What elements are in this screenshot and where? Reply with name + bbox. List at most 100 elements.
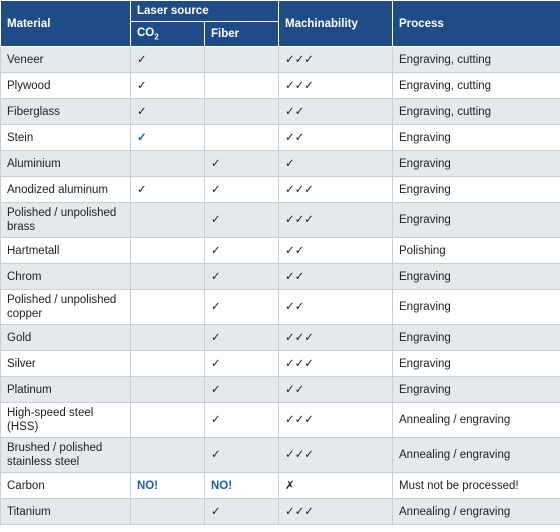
table-cell: ✓✓✓ [278,202,394,238]
table-cell: Polished / unpolished brass [0,202,131,238]
table-cell: Veneer [0,46,131,73]
table-cell: Brushed / polished stainless steel [0,437,131,473]
table-cell [203,98,280,125]
table-cell: ✓✓✓ [278,72,394,99]
table-row: Aluminium ✓ ✓ Engraving [0,150,560,177]
table-cell: ✓ [203,324,280,351]
table-row: Plywood ✓ ✓✓✓ Engraving, cutting [0,72,560,99]
table-cell: Polished / unpolished copper [0,289,131,325]
table-cell: Annealing / engraving [392,402,560,438]
table-cell: Silver [0,350,131,377]
table-cell: ✓ [130,46,205,73]
table-cell [130,324,205,351]
header-cell: Fiber [203,21,280,47]
table-cell: ✓✓✓ [278,350,394,377]
table-row: Platinum ✓ ✓✓ Engraving [0,376,560,403]
table-cell: Fiberglass [0,98,131,125]
table-cell: Engraving [392,150,560,177]
table-cell: Plywood [0,72,131,99]
table-cell: NO! [203,472,280,499]
header-subscript: 2 [154,32,159,42]
table-row: Hartmetall ✓ ✓✓ Polishing [0,237,560,264]
table-row: Brushed / polished stainless steel ✓ ✓✓✓ An… [0,437,560,473]
table-cell [130,237,205,264]
table-cell: ✓✓ [278,263,394,290]
table-row: Carbon NO! NO! ✗ Must not be processed! [0,472,560,499]
table-cell: Polishing [392,237,560,264]
table-cell: Engraving [392,124,560,151]
table-cell: Chrom [0,263,131,290]
table-row: Polished / unpolished copper ✓ ✓✓ Engraving [0,289,560,325]
table-cell: Engraving [392,289,560,325]
table-cell: ✓ [203,237,280,264]
table-cell: ✓✓ [278,98,394,125]
table-row: Chrom ✓ ✓✓ Engraving [0,263,560,290]
table-cell [203,124,280,151]
table-cell: ✓ [203,350,280,377]
table-cell: ✓ [278,150,394,177]
table-cell: ✓ [130,176,205,203]
table-cell: ✓ [203,498,280,525]
table-cell: ✓ [203,202,280,238]
header-text: CO [137,26,155,39]
table-cell: Must not be processed! [392,472,560,499]
table-cell: ✓ [203,402,280,438]
table-cell [130,263,205,290]
table-cell: ✓✓ [278,237,394,264]
table-cell: ✓ [130,98,205,125]
table-cell [203,72,280,99]
table-cell: Engraving [392,263,560,290]
table-cell: Engraving [392,176,560,203]
table-cell [130,202,205,238]
table-cell: ✓ [203,289,280,325]
table-cell: Hartmetall [0,237,131,264]
header-cell: Laser source [129,0,280,22]
table-cell: ✓ [203,263,280,290]
table-cell: ✓✓ [278,376,394,403]
table-cell: ✓ [130,124,205,151]
table-cell: ✓ [203,437,280,473]
table-row: Polished / unpolished brass ✓ ✓✓✓ Engraving [0,202,560,238]
table-cell [130,350,205,377]
table-cell [130,498,205,525]
table-row: High-speed steel (HSS) ✓ ✓✓✓ Annealing / en… [0,402,560,438]
table-cell: Titanium [0,498,131,525]
table-cell: Engraving, cutting [392,98,560,125]
table-cell: Gold [0,324,131,351]
table-cell: Engraving [392,376,560,403]
table-cell [203,46,280,73]
table-cell: Carbon [0,472,131,499]
table-cell: ✓ [130,72,205,99]
table-cell [130,437,205,473]
table-cell [130,150,205,177]
header-cell: Material [0,0,131,47]
table-cell: ✓✓✓ [278,46,394,73]
table-cell: ✓ [203,150,280,177]
table-cell: Stein [0,124,131,151]
table-cell: Engraving, cutting [392,46,560,73]
table-cell [130,376,205,403]
table-cell: ✓✓ [278,124,394,151]
table-cell: NO! [130,472,205,499]
table-cell: ✓✓✓ [278,437,394,473]
table-cell: High-speed steel (HSS) [0,402,131,438]
header-cell: CO2 [130,21,205,47]
table-row: Gold ✓ ✓✓✓ Engraving [0,324,560,351]
table-row: Fiberglass ✓ ✓✓ Engraving, cutting [0,98,560,125]
table-cell: Engraving [392,324,560,351]
table-row: Anodized aluminum ✓ ✓ ✓✓✓ Engraving [0,176,560,203]
table-cell: ✓✓✓ [278,324,394,351]
table-row: Silver ✓ ✓✓✓ Engraving [0,350,560,377]
table-row: Veneer ✓ ✓✓✓ Engraving, cutting [0,46,560,73]
table-cell: Annealing / engraving [392,437,560,473]
table-cell: Platinum [0,376,131,403]
table-cell: ✓✓✓ [278,498,394,525]
header-cell: Machinability [278,0,394,47]
table-cell: ✓✓✓ [278,176,394,203]
table-cell: ✓ [203,176,280,203]
table-row: Stein ✓ ✓✓ Engraving [0,124,560,151]
table-cell: ✓✓ [278,289,394,325]
table-cell: Anodized aluminum [0,176,131,203]
